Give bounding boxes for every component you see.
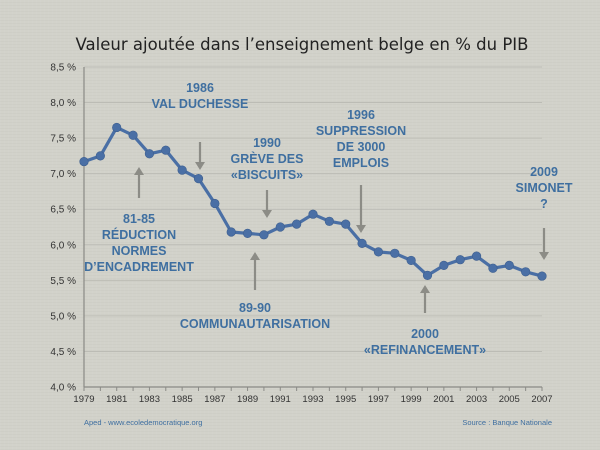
annotation-text: 89-90 <box>239 301 271 315</box>
arrow-head <box>250 252 260 260</box>
arrow-head <box>356 225 366 233</box>
x-tick-label: 2003 <box>466 394 487 405</box>
data-point <box>259 230 269 240</box>
x-tick-label: 1989 <box>237 394 258 405</box>
x-tick-label: 1987 <box>204 394 225 405</box>
x-tick-label: 1997 <box>368 394 389 405</box>
data-point <box>390 248 400 258</box>
annotation-text: VAL DUCHESSE <box>152 97 249 111</box>
data-point <box>161 145 171 155</box>
y-tick-label: 5,0 % <box>50 311 76 322</box>
x-axis-ticks: 1979 1981 1983 1985 1987 1989 1991 1993 1995 1997… <box>73 387 553 405</box>
series <box>79 122 547 281</box>
chart-title: Valeur ajoutée dans l’enseignement belge… <box>76 35 529 54</box>
data-point <box>488 263 498 273</box>
data-point <box>95 151 105 161</box>
y-axis-ticks: 4,0 % 4,5 % 5,0 % 5,5 % 6,0 % 6,5 % 7,0 % 7,5 %… <box>50 63 76 394</box>
data-point <box>439 260 449 271</box>
data-point <box>471 251 482 261</box>
data-point <box>308 209 318 219</box>
x-tick-label: 1981 <box>106 394 127 405</box>
x-tick-label: 1999 <box>401 394 422 405</box>
annotation-text: SIMONET <box>516 181 573 195</box>
y-tick-label: 4,0 % <box>50 383 76 394</box>
data-point <box>79 156 89 167</box>
annotation-text: ? <box>540 197 548 211</box>
data-point <box>210 198 220 209</box>
data-point <box>144 149 155 159</box>
y-tick-label: 8,5 % <box>50 63 76 74</box>
arrow-head <box>195 162 205 170</box>
data-point <box>242 228 253 238</box>
x-tick-label: 2007 <box>531 394 552 405</box>
arrow-head <box>262 210 272 218</box>
data-point <box>537 271 547 281</box>
data-point <box>275 222 285 232</box>
annotation-text: 1996 <box>347 108 375 122</box>
arrow-head <box>134 167 144 175</box>
y-tick-label: 7,5 % <box>50 134 76 145</box>
annotation-text: DE 3000 <box>337 140 386 154</box>
data-point <box>324 216 334 226</box>
x-tick-label: 1983 <box>139 394 160 405</box>
arrow-head <box>539 252 549 260</box>
annotation-text: GRÈVE DES <box>231 151 304 166</box>
annotation-text: 81-85 <box>123 212 155 226</box>
data-point <box>504 260 514 271</box>
x-tick-label: 1985 <box>172 394 193 405</box>
x-tick-label: 2005 <box>499 394 520 405</box>
y-tick-label: 6,0 % <box>50 240 76 251</box>
data-point <box>193 174 204 184</box>
y-tick-label: 5,5 % <box>50 276 76 287</box>
annotation-text: 1990 <box>253 136 281 150</box>
x-tick-label: 1991 <box>270 394 291 405</box>
x-tick-label: 2001 <box>433 394 454 405</box>
data-point <box>341 219 351 229</box>
annotation-text: 2000 <box>411 327 439 341</box>
data-point <box>422 270 433 280</box>
y-tick-label: 6,5 % <box>50 205 76 216</box>
y-tick-label: 8,0 % <box>50 98 76 109</box>
axes <box>83 67 542 388</box>
data-point <box>226 227 236 237</box>
annotation-text: SUPPRESSION <box>316 124 406 138</box>
x-tick-label: 1993 <box>302 394 323 405</box>
data-point <box>455 255 465 265</box>
data-point <box>357 238 367 248</box>
data-point <box>373 247 384 257</box>
footer-credit: Aped - www.ecoledemocratique.org <box>84 418 202 427</box>
grid <box>84 66 542 352</box>
x-tick-label: 1995 <box>335 394 356 405</box>
data-point <box>292 219 302 229</box>
x-tick-label: 1979 <box>73 394 94 405</box>
annotation-text: «REFINANCEMENT» <box>364 343 486 357</box>
annotation-text: 2009 <box>530 165 558 179</box>
data-point <box>112 122 122 133</box>
annotation-text: «BISCUITS» <box>231 168 303 182</box>
y-tick-label: 7,0 % <box>50 169 76 180</box>
y-tick-label: 4,5 % <box>50 347 76 358</box>
data-point <box>177 165 187 175</box>
annotation-text: COMMUNAUTARISATION <box>180 317 330 331</box>
annotation-text: D’ENCADREMENT <box>84 260 194 274</box>
annotation-text: EMPLOIS <box>333 156 389 170</box>
data-point <box>128 130 138 140</box>
footer-source: Source : Banque Nationale <box>462 418 552 427</box>
annotation-text: 1986 <box>186 81 214 95</box>
annotation-text: NORMES <box>112 244 167 258</box>
data-point <box>521 267 531 277</box>
annotation-text: RÉDUCTION <box>102 227 176 242</box>
arrow-head <box>420 285 430 293</box>
data-point <box>406 255 416 266</box>
